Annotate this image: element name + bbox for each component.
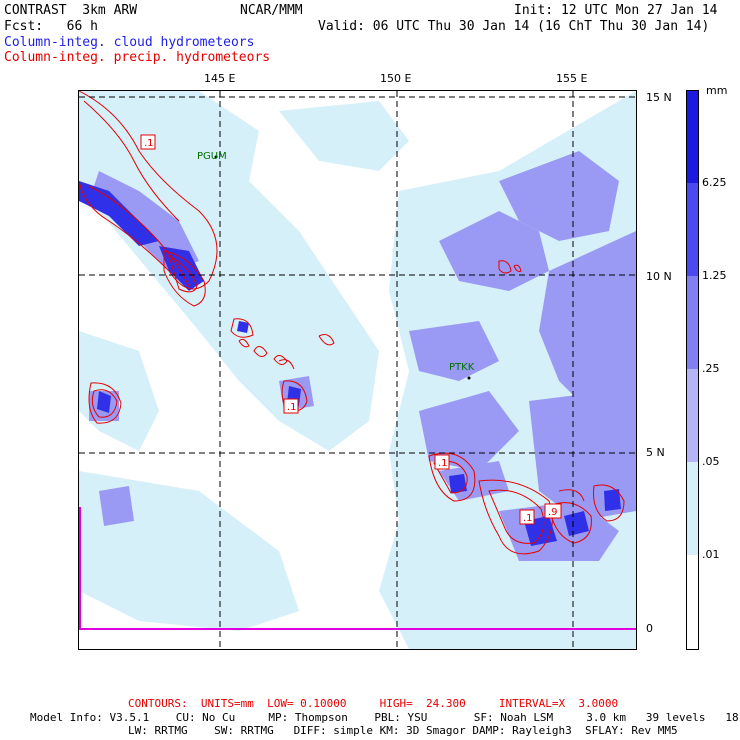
contour-label: .1 (287, 402, 297, 413)
ptkk-marker (467, 376, 471, 380)
lat-label-10n: 10 N (646, 270, 672, 283)
contour-label: .1 (438, 458, 448, 469)
lat-label-5n: 5 N (646, 446, 665, 459)
contour-label-boxes (140, 134, 562, 525)
color-legend (686, 90, 699, 650)
legend-swatch (687, 183, 698, 276)
legend-tick: 1.25 (702, 269, 727, 282)
contour-label: .9 (548, 507, 558, 518)
lat-label-15n: 15 N (646, 91, 672, 104)
lon-label-155: 155 E (556, 72, 588, 85)
init-time: Init: 12 UTC Mon 27 Jan 14 (514, 3, 718, 18)
valid-time: Valid: 06 UTC Thu 30 Jan 14 (16 ChT Thu … (318, 19, 710, 34)
legend-swatch (687, 91, 698, 183)
station-ptkk: PTKK (449, 362, 475, 373)
contour-labels: .1 .1 .1 .1 .9 (144, 138, 558, 524)
forecast-hour: Fcst: 66 h (4, 19, 98, 34)
legend-swatch (687, 369, 698, 462)
lon-label-150: 150 E (380, 72, 412, 85)
equator-line (79, 507, 636, 630)
model-info-line2: LW: RRTMG SW: RRTMG DIFF: simple KM: 3D … (128, 724, 678, 737)
map-canvas: .1 .1 .1 .1 .9 (79, 91, 636, 649)
legend-tick: 6.25 (702, 176, 727, 189)
title-left: CONTRAST 3km ARW (4, 3, 138, 18)
title-center: NCAR/MMM (240, 3, 303, 18)
contour-label: .1 (523, 513, 533, 524)
legend-tick: .05 (702, 455, 720, 468)
map-panel[interactable]: .1 .1 .1 .1 .9 PGUM PTKK (78, 90, 637, 650)
station-pgum: PGUM (197, 151, 227, 162)
lon-label-145: 145 E (204, 72, 236, 85)
legend-swatch (687, 462, 698, 555)
lat-label-0: 0 (646, 622, 653, 635)
contour-label: .1 (144, 138, 154, 149)
legend-swatch (687, 555, 698, 649)
legend-tick: .25 (702, 362, 720, 375)
field-precip-label: Column-integ. precip. hydrometeors (4, 50, 271, 65)
cloud-dark-fill (79, 181, 621, 546)
field-cloud-label: Column-integ. cloud hydrometeors (4, 35, 255, 50)
model-info-line1: Model Info: V3.5.1 CU: No Cu MP: Thompso… (30, 711, 740, 724)
legend-swatch (687, 276, 698, 369)
lat-lon-grid (79, 91, 636, 649)
legend-unit: mm (706, 84, 728, 97)
legend-tick: .01 (702, 548, 720, 561)
pgum-marker (214, 155, 218, 159)
precip-contours (79, 91, 625, 555)
contour-info: CONTOURS: UNITS=mm LOW= 0.10000 HIGH= 24… (128, 697, 619, 710)
